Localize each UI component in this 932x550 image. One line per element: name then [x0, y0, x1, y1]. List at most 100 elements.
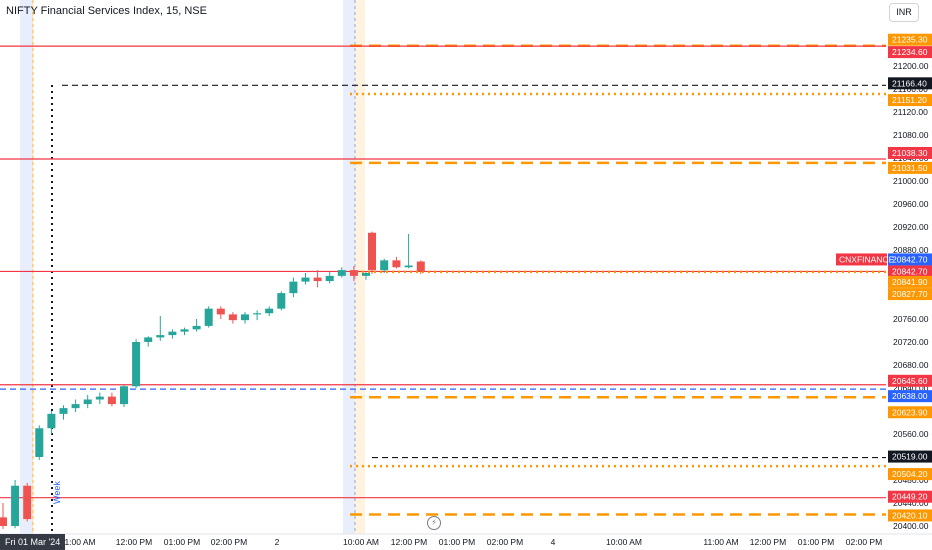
candle-body [120, 386, 128, 405]
price-level-tag: 20638.00 [888, 390, 932, 403]
candle [216, 306, 225, 319]
candle [35, 425, 44, 460]
y-axis-tick-label: 20680.00 [893, 360, 929, 370]
candle [380, 258, 389, 273]
y-axis-tick-label: 20880.00 [893, 245, 929, 255]
candle [59, 405, 68, 420]
candle-body [144, 337, 153, 342]
price-tag-bg [888, 161, 932, 174]
x-axis-tick-label: 10:00 AM [606, 537, 642, 547]
candle [144, 336, 153, 347]
candle-body [95, 396, 104, 400]
candle [192, 319, 201, 332]
price-level-tag: 20841.90 [888, 275, 932, 288]
candle [349, 266, 358, 282]
price-tag-text: 21031.50 [892, 163, 928, 173]
candle [120, 385, 128, 407]
price-tag-bg [888, 33, 932, 46]
candle [107, 392, 116, 407]
price-tag-text: 20504.20 [892, 469, 928, 479]
y-axis-tick-label: 20760.00 [893, 314, 929, 324]
candle-body [11, 485, 20, 526]
candle [47, 411, 56, 434]
candle [277, 291, 286, 311]
currency-button[interactable]: INR [889, 3, 919, 22]
candle-body [313, 277, 322, 282]
session-band [20, 0, 32, 534]
candle [132, 339, 141, 388]
y-axis-tick-label: 21080.00 [893, 130, 929, 140]
week-separator-label: Week [52, 481, 62, 504]
price-tag-bg [888, 406, 932, 419]
candle-body [0, 517, 7, 526]
symbol-tag-bg [836, 253, 887, 266]
price-tag-text: 20449.20 [892, 492, 928, 502]
price-tag-bg [888, 265, 932, 278]
y-axis-tick-label: 20560.00 [893, 429, 929, 439]
price-level-tag: 21038.30 [888, 146, 932, 159]
candle-body [216, 308, 225, 315]
candle-body [253, 313, 262, 315]
candle-body [180, 329, 189, 332]
price-tag-text: 20842.70 [892, 266, 928, 276]
candle-body [362, 273, 370, 276]
price-level-tag: 20519.00 [888, 450, 932, 463]
price-tag-text: 21235.30 [892, 35, 928, 45]
price-tag-bg [888, 288, 932, 301]
price-tag-text: 20638.00 [892, 391, 928, 401]
x-axis-tick-label: 02:00 PM [487, 537, 523, 547]
y-axis-tick-label: 21000.00 [893, 176, 929, 186]
candle-body [277, 293, 286, 309]
price-tag-bg [888, 146, 932, 159]
x-axis-tick-label: 4 [551, 537, 556, 547]
candle [11, 480, 20, 529]
candle [416, 260, 425, 275]
candle [95, 392, 104, 405]
candle [337, 267, 346, 278]
y-axis-tick-label: 20640.00 [893, 383, 929, 393]
candle [265, 306, 274, 317]
y-axis-tick-label: 21200.00 [893, 61, 929, 71]
y-axis-tick-label: 20720.00 [893, 337, 929, 347]
x-axis-tick-label: 12:00 PM [750, 537, 786, 547]
candle-body [192, 325, 201, 330]
price-level-tag: 20623.90 [888, 406, 932, 419]
price-tag-text: 20841.90 [892, 277, 928, 287]
candle-body [47, 413, 56, 429]
candle-body [107, 396, 116, 405]
price-tag-text: 21151.20 [892, 95, 927, 105]
price-tag-bg [888, 77, 932, 90]
price-level-tag: 20842.70 [888, 253, 932, 266]
candle [168, 329, 177, 339]
candle [404, 233, 413, 269]
price-tag-text: 20827.70 [892, 289, 928, 299]
candle-body [289, 281, 298, 294]
x-axis-tick-label: 10:00 AM [343, 537, 379, 547]
x-axis-tick-label: 12:00 PM [391, 537, 427, 547]
candle-body [59, 408, 68, 414]
candle-body [301, 277, 310, 282]
candle-body [83, 399, 92, 405]
candle [368, 231, 376, 275]
price-tag-bg [888, 509, 932, 522]
price-level-tag: 21031.50 [888, 161, 932, 174]
lightning-icon[interactable]: ⚡ [427, 516, 441, 530]
candle-body [204, 308, 213, 326]
y-axis-tick-label: 21120.00 [893, 107, 928, 117]
x-axis-tick-label: 01:00 PM [798, 537, 834, 547]
x-axis-tick-label: 12:00 PM [116, 537, 152, 547]
price-tag-bg [888, 46, 932, 59]
y-axis-tick-label: 20400.00 [893, 521, 929, 531]
candle-body [380, 260, 389, 271]
candle-body [337, 270, 346, 276]
candle [156, 316, 165, 341]
price-level-tag: 21235.30 [888, 33, 932, 46]
session-band-orange [355, 0, 365, 534]
price-tag-text: 21234.60 [892, 47, 928, 57]
candle-body [168, 331, 177, 336]
candle-body [228, 314, 237, 321]
x-axis-tick-label: 09:15 AM [60, 537, 96, 547]
candle-body [416, 261, 425, 272]
candle-body [35, 428, 44, 457]
